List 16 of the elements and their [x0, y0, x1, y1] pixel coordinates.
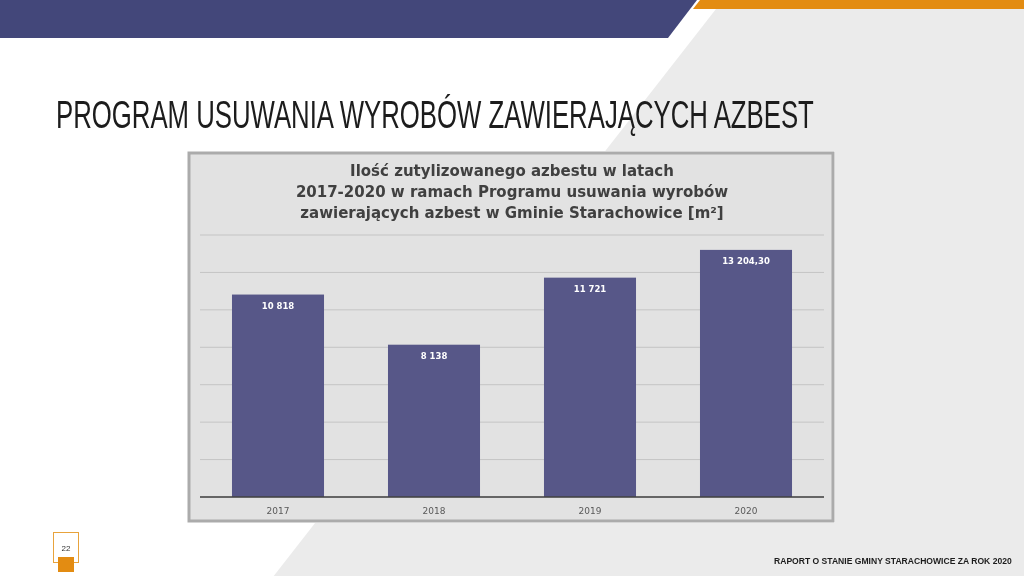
data-label: 10 818: [261, 300, 295, 311]
data-label: 13 204,30: [722, 255, 770, 266]
bar: [699, 249, 793, 497]
x-tick-label: 2020: [734, 506, 758, 516]
bar: [543, 277, 637, 497]
data-label: 8 138: [420, 350, 448, 361]
chart-title: PROGRAM USUWANIA WYROBÓW ZAWIERAJĄCYCH AZBEST: [56, 92, 814, 137]
x-tick-label: 2019: [578, 506, 602, 516]
bar: [231, 294, 325, 497]
text: RAPORT O STANIE GMINY STARACHOWICE ZA ROK 2020: [774, 555, 1012, 567]
chart-subtitle: Ilość zutylizowanego azbestu w latach 2017-2020 w ramach Programu usuwania wyrobów zawierających azbest w Gminie Starachowice [m²]: [295, 162, 729, 222]
bar: [387, 344, 481, 497]
data-label: 11 721: [573, 283, 607, 294]
text: 22: [61, 544, 71, 553]
x-tick-label: 2017: [266, 506, 290, 516]
x-tick-label: 2018: [422, 506, 446, 516]
